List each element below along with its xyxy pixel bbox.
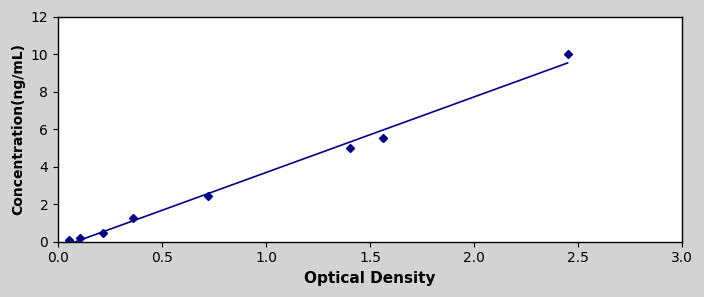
X-axis label: Optical Density: Optical Density (304, 271, 436, 286)
Y-axis label: Concentration(ng/mL): Concentration(ng/mL) (11, 43, 25, 215)
